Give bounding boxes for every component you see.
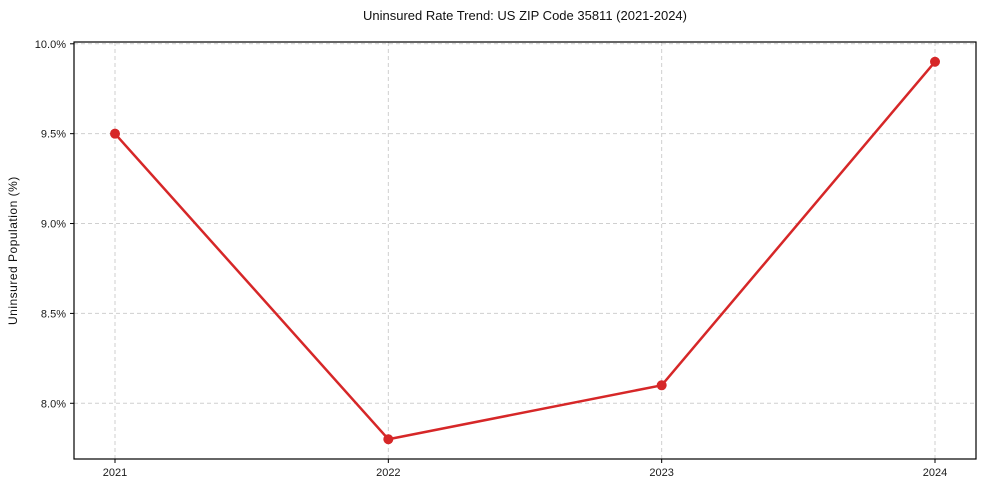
x-tick-label: 2024 — [923, 467, 947, 479]
data-point — [383, 434, 394, 445]
data-point — [110, 128, 120, 139]
y-tick-label: 8.0% — [41, 398, 66, 410]
chart-title: Uninsured Rate Trend: US ZIP Code 35811 … — [363, 8, 687, 23]
x-tick-label: 2021 — [103, 467, 127, 479]
y-tick-label: 9.0% — [41, 219, 66, 231]
plot-border — [73, 41, 977, 460]
x-tick-label: 2022 — [376, 467, 400, 479]
y-tick-label: 8.5% — [41, 308, 66, 320]
plot-background — [74, 42, 976, 459]
trend-line — [113, 60, 937, 441]
x-tick-label: 2023 — [649, 467, 673, 479]
y-axis-label: Uninsured Population (%) — [6, 176, 20, 325]
y-tick-label: 10.0% — [35, 39, 66, 51]
y-tick-label: 9.5% — [41, 129, 66, 141]
data-point — [656, 380, 667, 391]
data-point — [930, 56, 940, 67]
